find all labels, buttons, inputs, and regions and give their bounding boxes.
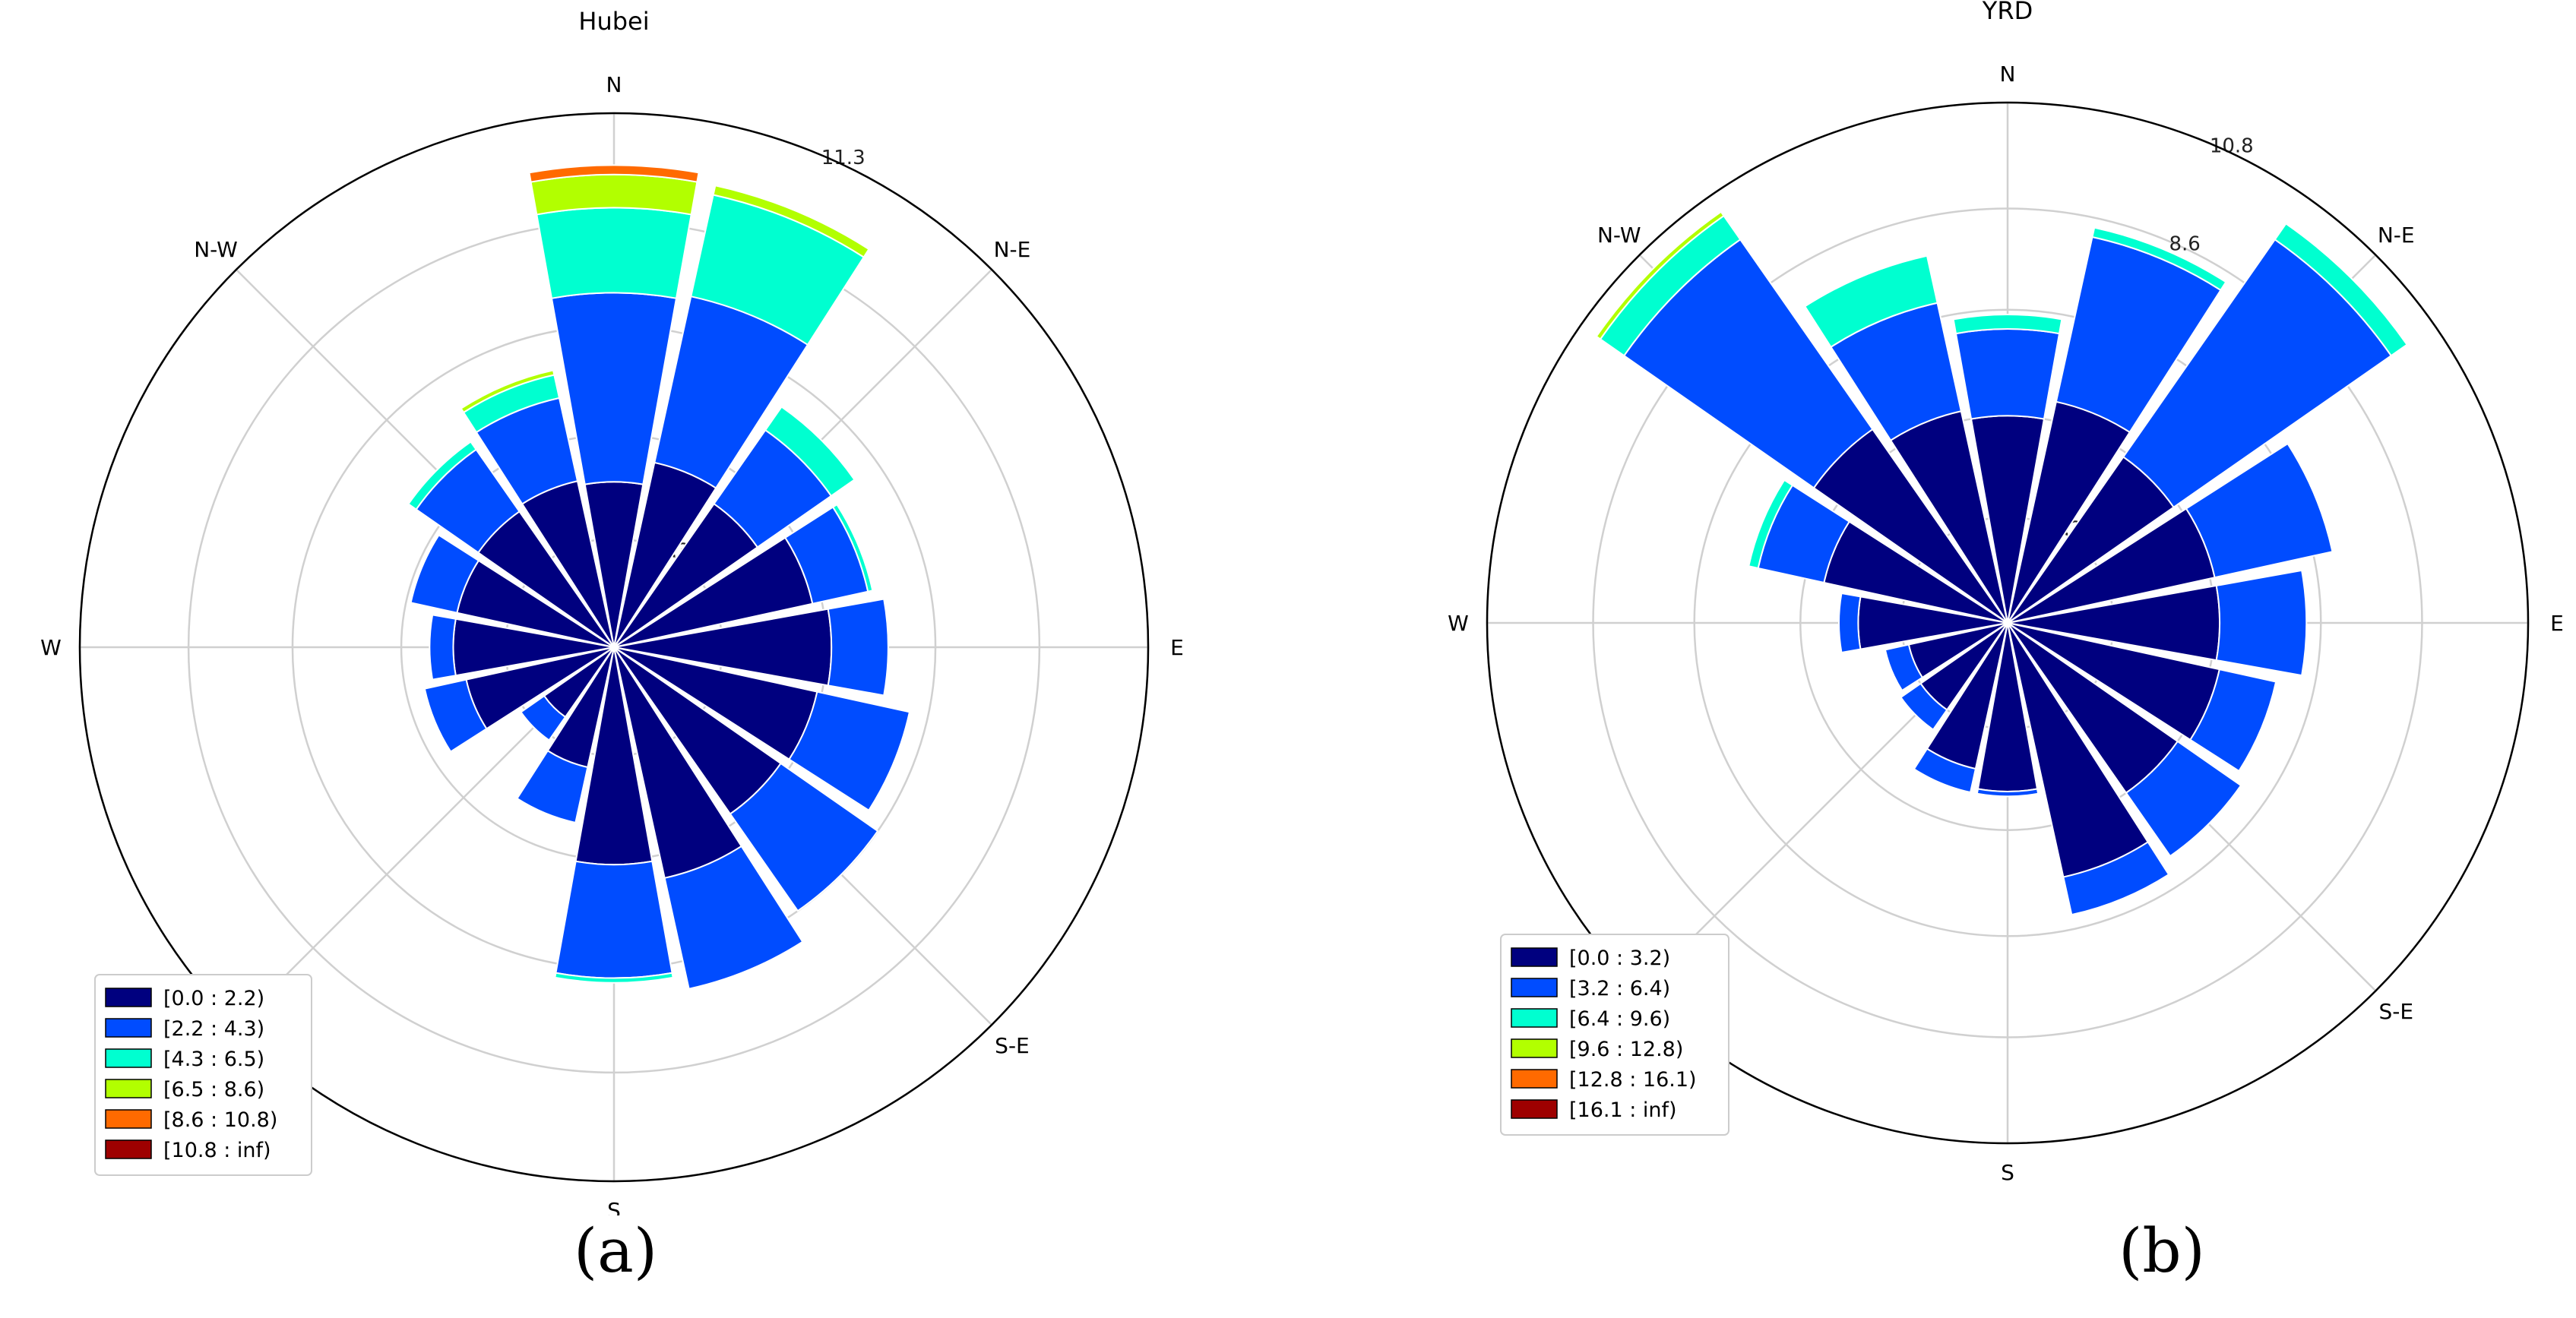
bar-n-bin2	[1952, 314, 2063, 335]
direction-label-n-w: N-W	[194, 237, 238, 262]
legend-label: [16.1 : inf)	[1569, 1098, 1677, 1122]
legend-swatch	[105, 1079, 152, 1098]
windrose-chart-hubei: 2.34.56.89.011.3NN-EES-ESS-WWN-WHubei[0.…	[40, 7, 1184, 1215]
bar-ene-bin1	[2185, 442, 2334, 579]
bar-s-bin1	[555, 860, 673, 979]
bar-wnw-bin1	[410, 534, 480, 614]
bar-sw-bin1	[520, 694, 567, 741]
legend-label: [2.2 : 4.3)	[163, 1017, 264, 1041]
bar-se-bin1	[729, 762, 879, 912]
legend-label: [6.5 : 8.6)	[163, 1078, 264, 1101]
bar-nw-bin3	[1595, 210, 1725, 340]
direction-label-s-e: S-E	[2378, 999, 2413, 1024]
windrose-panel-yrd: 2.24.36.58.610.8NN-EES-ESS-WWN-WYRD[0.0 …	[1288, 0, 2576, 1318]
legend-label: [8.6 : 10.8)	[163, 1108, 277, 1132]
bar-e-bin1	[827, 598, 889, 697]
bar-w-bin1	[429, 614, 457, 681]
bar-s-bin2	[554, 972, 674, 984]
legend-label: [3.2 : 6.4)	[1569, 977, 1670, 1000]
legend-swatch	[105, 988, 152, 1007]
direction-label-n-e: N-E	[994, 237, 1031, 262]
legend-swatch	[1511, 1099, 1558, 1119]
legend-swatch	[1511, 1038, 1558, 1058]
bar-sse-bin1	[663, 845, 804, 990]
legend-label: [12.8 : 16.1)	[1569, 1068, 1697, 1092]
chart-title: Hubei	[578, 7, 649, 36]
legend-swatch	[1511, 978, 1558, 997]
bar-n-bin4	[528, 164, 700, 183]
legend-swatch	[105, 1109, 152, 1129]
legend-label: [6.4 : 9.6)	[1569, 1007, 1670, 1031]
direction-label-s: S	[2001, 1160, 2014, 1185]
bar-wsw-bin1	[1884, 643, 1924, 692]
bar-nnw-bin2	[1803, 254, 1938, 349]
plot-frame	[78, 112, 1150, 1183]
chart-title: YRD	[1982, 0, 2033, 25]
bar-ese-bin1	[2188, 668, 2277, 773]
bar-s-bin1	[1976, 788, 2040, 798]
bar-sw-bin1	[1900, 682, 1948, 731]
bar-wsw-bin1	[423, 678, 488, 753]
bar-w-bin1	[1838, 592, 1862, 654]
direction-label-n-e: N-E	[2378, 223, 2415, 248]
bar-ne-bin2	[2274, 223, 2408, 357]
legend-swatch	[1511, 947, 1558, 967]
radial-tick-label: 8.6	[2169, 233, 2200, 256]
bar-nnw-bin3	[460, 369, 555, 414]
bar-nne-bin2	[2091, 226, 2227, 292]
legend-swatch	[1511, 1069, 1558, 1089]
legend-label: [0.0 : 2.2)	[163, 987, 264, 1010]
bar-wnw-bin2	[1748, 479, 1794, 570]
caption-b: (b)	[2119, 1215, 2205, 1286]
direction-label-e: E	[2550, 611, 2564, 636]
bar-ssw-bin1	[516, 749, 589, 824]
legend-swatch	[1511, 1008, 1558, 1028]
windrose-chart-yrd: 2.24.36.58.610.8NN-EES-ESS-WWN-WYRD[0.0 …	[1448, 0, 2564, 1185]
bar-n-bin1	[1954, 328, 2061, 420]
legend-label: [10.8 : inf)	[163, 1139, 271, 1162]
direction-label-w: W	[1448, 611, 1469, 636]
bar-nne-bin3	[712, 185, 870, 258]
legend-swatch	[105, 1139, 152, 1159]
legend-label: [4.3 : 6.5)	[163, 1048, 264, 1071]
direction-label-n-w: N-W	[1597, 223, 1641, 248]
legend-swatch	[105, 1048, 152, 1068]
legend-box	[1500, 934, 1729, 1136]
caption-a: (a)	[573, 1215, 658, 1286]
legend-label: [0.0 : 3.2)	[1569, 947, 1670, 970]
bar-ssw-bin1	[1913, 747, 1977, 794]
direction-label-e: E	[1170, 635, 1184, 660]
legend-swatch	[105, 1018, 152, 1038]
bar-nw-bin2	[407, 441, 477, 510]
direction-label-n: N	[2000, 62, 2016, 87]
bar-ene-bin2	[831, 503, 874, 593]
direction-label-s-e: S-E	[995, 1033, 1030, 1058]
direction-label-s: S	[607, 1198, 621, 1215]
direction-label-w: W	[40, 635, 62, 660]
legend-label: [9.6 : 12.8)	[1569, 1038, 1683, 1061]
plot-frame	[1486, 101, 2530, 1145]
direction-label-n: N	[606, 72, 622, 97]
windrose-panel-hubei: 2.34.56.89.011.3NN-EES-ESS-WWN-WHubei[0.…	[40, 7, 1184, 1286]
bar-ese-bin1	[788, 691, 911, 812]
bar-sse-bin1	[2062, 841, 2170, 916]
bar-ne-bin2	[764, 406, 856, 498]
bar-n-bin2	[536, 207, 692, 299]
bar-se-bin1	[2125, 740, 2242, 858]
bar-e-bin1	[2215, 569, 2308, 677]
